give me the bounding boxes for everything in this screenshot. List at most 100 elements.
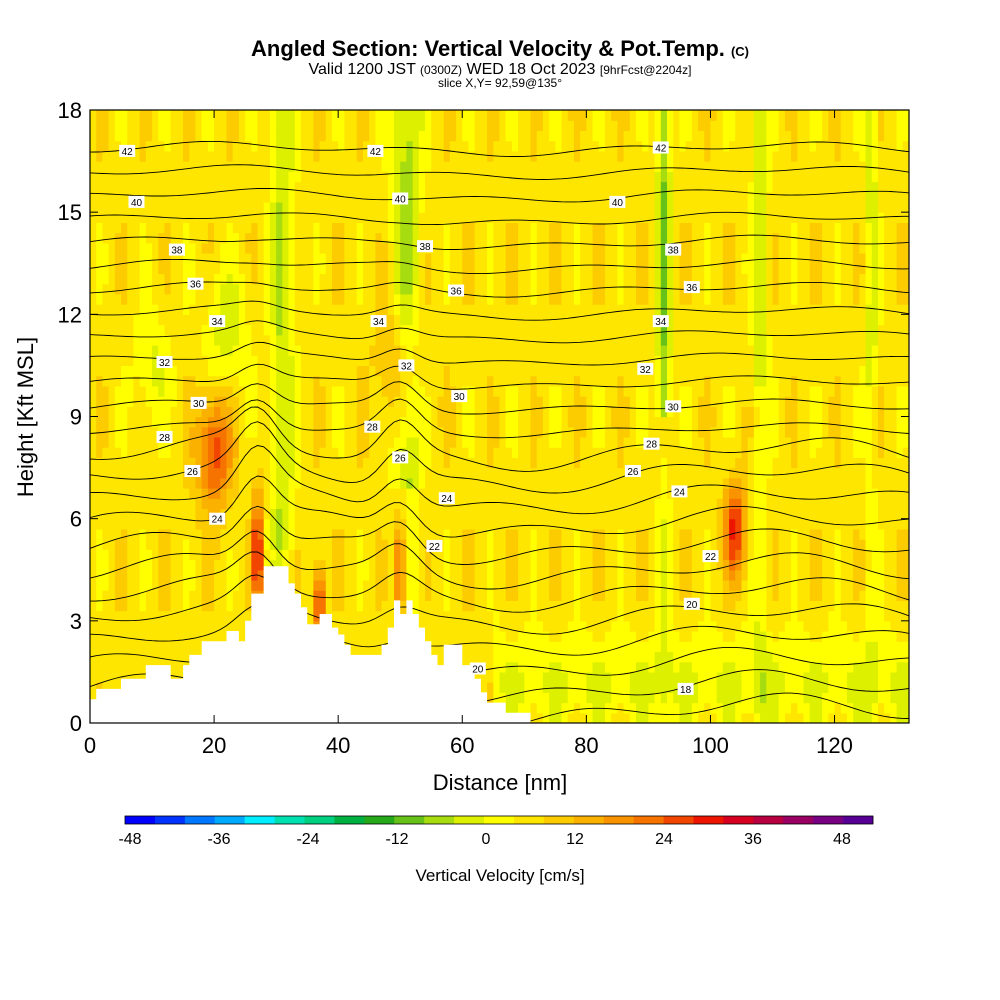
contour-label-text: 24 <box>212 515 224 526</box>
colorbar-label: Vertical Velocity [cm/s] <box>415 866 584 885</box>
contour-label-text: 20 <box>686 600 698 611</box>
theta-contour-line <box>90 281 909 298</box>
contour-label-text: 32 <box>159 358 171 369</box>
theta-contour-line <box>90 381 909 415</box>
x-tick-label: 20 <box>202 733 226 758</box>
contour-label-text: 38 <box>419 242 431 253</box>
contour-label-text: 24 <box>441 494 453 505</box>
contour-label: 32 <box>398 359 415 372</box>
contour-label-text: 20 <box>472 665 484 676</box>
colorbar-tick-label: 36 <box>744 831 762 848</box>
title-units: (C) <box>730 44 749 59</box>
contour-label-text: 36 <box>451 287 463 298</box>
colorbar-swatch <box>184 816 216 824</box>
y-tick-label: 12 <box>58 302 82 327</box>
contour-label-text: 26 <box>627 467 639 478</box>
contour-label: 38 <box>665 243 682 257</box>
contour-label-text: 34 <box>655 317 667 328</box>
theta-contour-line <box>90 300 909 321</box>
theta-contour-line <box>90 574 909 635</box>
theta-contour-line <box>90 187 909 203</box>
contour-label-text: 42 <box>655 144 667 155</box>
colorbar-swatch <box>244 816 275 824</box>
contour-label: 26 <box>184 465 201 478</box>
contour-label: 34 <box>652 315 669 328</box>
colorbar-swatch <box>813 816 844 824</box>
contour-label-text: 24 <box>674 487 686 498</box>
contour-label-text: 22 <box>429 542 441 553</box>
theta-contours <box>90 140 909 723</box>
theta-contour-line <box>90 234 909 250</box>
contour-label-text: 22 <box>705 552 717 563</box>
chart-title: Angled Section: Vertical Velocity & Pot.… <box>251 36 749 61</box>
colorbar-swatch <box>424 816 455 824</box>
y-axis-label: Height [Kft MSL] <box>13 337 38 497</box>
colorbar-tick-label: 12 <box>566 831 584 848</box>
colorbar-tick-label: 0 <box>482 831 491 848</box>
contour-label: 18 <box>677 682 694 696</box>
contour-label-text: 38 <box>171 246 183 257</box>
theta-contour-line <box>90 445 909 515</box>
colorbar-swatch <box>543 816 575 824</box>
colorbar-swatch <box>603 816 634 824</box>
contour-label: 40 <box>392 192 409 206</box>
contour-label: 26 <box>392 451 409 464</box>
contour-label-text: 18 <box>680 685 692 696</box>
contour-label-text: 42 <box>370 147 382 158</box>
x-tick-label: 60 <box>450 733 474 758</box>
colorbar-swatch <box>364 816 395 824</box>
contour-label-text: 36 <box>686 283 698 294</box>
terrain-mask <box>90 566 531 723</box>
theta-contour-line <box>90 320 909 344</box>
chart-slice-info: slice X,Y= 92,59@135° <box>437 76 563 90</box>
colorbar-swatch <box>454 816 485 824</box>
theta-contour-line <box>90 604 909 656</box>
contour-labels: 42 42 42 40 40 40 38 38 38 36 36 36 34 34 34 32 32 32 30 30… <box>119 141 719 696</box>
colorbar-swatch <box>214 816 245 824</box>
colorbar-swatch <box>783 816 814 824</box>
contour-label-text: 38 <box>668 246 680 257</box>
contour-label: 32 <box>637 362 654 376</box>
contour-label: 40 <box>128 195 145 209</box>
x-tick-label: 120 <box>816 733 853 758</box>
colorbar-tick-label: 48 <box>833 831 851 848</box>
colorbar-swatch <box>274 816 305 824</box>
contour-label-text: 30 <box>193 399 205 410</box>
contour-label-text: 34 <box>373 317 385 328</box>
contour-label: 38 <box>168 243 185 257</box>
contour-label-text: 40 <box>131 198 143 209</box>
x-tick-label: 40 <box>326 733 350 758</box>
contour-label: 30 <box>190 396 207 410</box>
y-tick-label: 3 <box>70 609 82 634</box>
contour-label-text: 28 <box>159 433 171 444</box>
x-axis: 0 20 40 60 80 100 120 <box>84 110 853 758</box>
contour-label: 36 <box>187 277 204 291</box>
contour-label: 22 <box>702 550 719 563</box>
contour-label-text: 30 <box>454 392 466 403</box>
theta-contour-line <box>90 211 909 226</box>
theta-contour-line <box>90 551 909 613</box>
theta-contour-line <box>90 421 909 494</box>
contour-label-text: 26 <box>187 467 199 478</box>
theta-contour-line <box>90 363 909 390</box>
x-tick-label: 100 <box>692 733 729 758</box>
vertical-velocity-field <box>90 110 909 723</box>
chart-valid-time: Valid 1200 JST (0300Z) WED 18 Oct 2023 [… <box>308 61 692 78</box>
colorbar-swatch <box>633 816 664 824</box>
colorbar-swatch <box>573 816 605 824</box>
contour-label: 24 <box>438 492 455 505</box>
contour-label: 42 <box>367 144 384 158</box>
contour-label: 38 <box>417 240 433 253</box>
y-tick-label: 15 <box>58 200 82 225</box>
theta-contour-line <box>90 398 909 439</box>
theta-contour-line <box>90 164 909 180</box>
contour-label: 26 <box>624 465 641 478</box>
contour-label: 40 <box>609 195 626 209</box>
contour-label-text: 32 <box>640 365 652 376</box>
colorbar-swatch <box>513 816 545 824</box>
theta-contour-line <box>90 475 909 538</box>
contour-label: 42 <box>652 141 669 155</box>
contour-label: 28 <box>156 430 173 444</box>
contour-label: 34 <box>370 315 387 328</box>
